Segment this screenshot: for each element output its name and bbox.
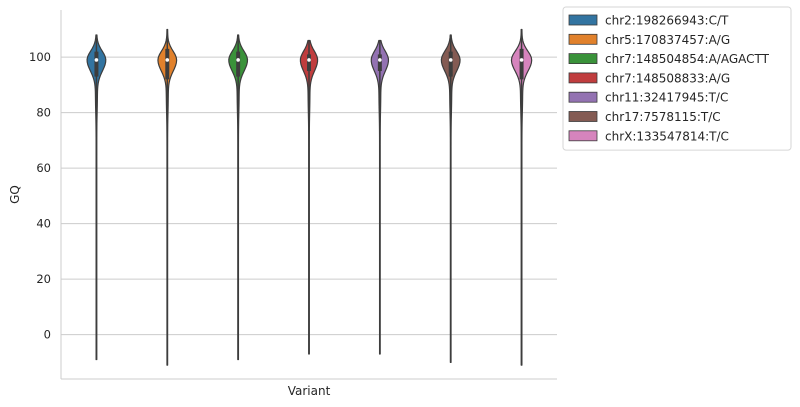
legend-label: chr11:32417945:T/C bbox=[605, 91, 728, 105]
legend-frame bbox=[562, 6, 792, 151]
legend-swatch bbox=[568, 72, 598, 84]
legend-label: chr7:148504854:A/AGACTT bbox=[605, 52, 770, 66]
y-tick-label: 40 bbox=[36, 217, 51, 231]
violin-median-dot bbox=[94, 58, 99, 62]
legend-label: chr7:148508833:A/G bbox=[605, 71, 730, 85]
legend-swatch bbox=[568, 33, 598, 45]
y-tick-label: 60 bbox=[36, 161, 51, 175]
y-tick-label: 80 bbox=[36, 106, 51, 120]
legend-swatch bbox=[568, 130, 598, 142]
legend-label: chr17:7578115:T/C bbox=[605, 110, 721, 124]
y-tick-label: 20 bbox=[36, 272, 51, 286]
violin-median-dot bbox=[448, 58, 453, 62]
legend: chr2:198266943:C/T chr5:170837457:A/G chr7… bbox=[562, 6, 792, 151]
legend-swatch bbox=[568, 91, 598, 103]
legend-swatch bbox=[568, 53, 598, 64]
violin-median-dot bbox=[378, 58, 382, 62]
legend-swatch bbox=[568, 111, 598, 122]
legend-label: chr5:170837457:A/G bbox=[605, 33, 730, 47]
legend-label: chrX:133547814:T/C bbox=[605, 129, 729, 143]
legend-swatch bbox=[568, 14, 598, 26]
violin-median-dot bbox=[307, 58, 311, 62]
axes: 0 20 40 60 80 100 bbox=[29, 10, 557, 380]
legend-label: chr2:198266943:C/T bbox=[605, 14, 729, 28]
x-axis-label: Variant bbox=[288, 384, 331, 398]
y-axis-label: GQ bbox=[8, 185, 22, 204]
violin-median-dot bbox=[236, 58, 240, 62]
y-tick-label: 100 bbox=[29, 50, 51, 64]
y-tick-label: 0 bbox=[44, 328, 51, 342]
violin-median-dot bbox=[165, 58, 170, 62]
violin-group bbox=[86, 28, 533, 366]
violin-median-dot bbox=[519, 58, 524, 62]
